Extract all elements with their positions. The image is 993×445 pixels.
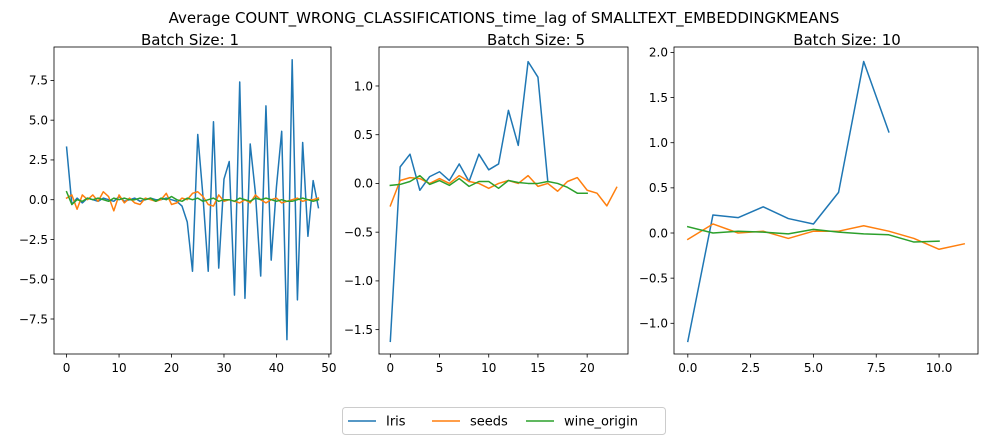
legend: Iris seeds wine_origin: [342, 407, 666, 435]
y-tick-label: 1.0: [649, 136, 668, 150]
x-tick-label: 0: [386, 361, 394, 375]
y-tick-label: 0.0: [354, 177, 373, 191]
series-line-iris: [389, 60, 549, 343]
x-tick-label: 5: [436, 361, 444, 375]
y-tick-label: −2.5: [19, 233, 48, 247]
series-line-wine-origin: [65, 190, 320, 206]
y-tick-label: 0.0: [29, 193, 48, 207]
subplot-title: Batch Size: 5: [487, 31, 585, 49]
subplot-3: Batch Size: 10 0.0 2.5 5.0 7.5 10.0 −1.0 −0.5 0.…: [639, 31, 979, 375]
legend-box: [342, 407, 666, 435]
subplot-1: Batch Size: 1 0 10 20 30 40 50 −7.5 −5.0 −2.5 0.0 2…: [19, 31, 337, 375]
axes-frame: [53, 46, 332, 355]
y-tick-label: 0.5: [649, 181, 668, 195]
y-tick-label: −0.5: [639, 271, 668, 285]
y-tick-label: 0.5: [354, 128, 373, 142]
subplot-title: Batch Size: 1: [141, 31, 239, 49]
x-tick-label: 10.0: [926, 361, 953, 375]
y-tick-label: 7.5: [29, 74, 48, 88]
y-tick-label: 2.5: [29, 153, 48, 167]
y-tick-label: 5.0: [29, 113, 48, 127]
series-line-iris: [686, 60, 890, 343]
series-line-iris: [65, 58, 320, 341]
y-tick-label: −1.0: [639, 317, 668, 331]
legend-entry-wine-origin: wine_origin: [526, 415, 638, 430]
subplot-title: Batch Size: 10: [793, 31, 901, 49]
y-tick-label: 1.5: [649, 91, 668, 105]
x-tick-label: 0: [63, 361, 71, 375]
x-tick-label: 5.0: [804, 361, 823, 375]
x-tick-label: 20: [580, 361, 595, 375]
y-tick-label: −1.0: [344, 274, 373, 288]
x-tick-label: 30: [216, 361, 231, 375]
axes-frame: [673, 46, 979, 355]
legend-label: seeds: [470, 415, 508, 430]
y-tick-label: −7.5: [19, 312, 48, 326]
x-tick-label: 10: [481, 361, 496, 375]
x-tick-label: 10: [111, 361, 126, 375]
x-tick-label: 7.5: [867, 361, 886, 375]
y-tick-label: −1.5: [344, 323, 373, 337]
series-line-wine-origin: [686, 225, 940, 243]
y-tick-label: 1.0: [354, 79, 373, 93]
legend-entry-iris: Iris: [348, 415, 406, 430]
y-tick-label: −0.5: [344, 225, 373, 239]
series-line-wine-origin: [389, 174, 588, 194]
figure-suptitle: Average COUNT_WRONG_CLASSIFICATIONS_time…: [169, 9, 840, 28]
y-tick-label: −5.0: [19, 273, 48, 287]
x-tick-label: 2.5: [741, 361, 760, 375]
legend-label: Iris: [386, 415, 406, 430]
legend-entry-seeds: seeds: [432, 415, 508, 430]
subplot-panels: Batch Size: 10 10 20 30 40 50−7.5−5.0−2.50.02…: [19, 31, 979, 375]
x-tick-label: 40: [269, 361, 284, 375]
legend-label: wine_origin: [564, 415, 638, 430]
y-tick-label: 0.0: [649, 226, 668, 240]
x-tick-label: 0.0: [678, 361, 697, 375]
series-line-seeds: [65, 191, 320, 212]
y-tick-label: 2.0: [649, 46, 668, 60]
x-tick-label: 15: [530, 361, 545, 375]
subplot-2: Batch Size: 5 0 5 10 15 20 −1.5 −1.0 −0.5 0.0 0.5 1…: [344, 31, 629, 375]
series-line-seeds: [686, 223, 966, 251]
x-tick-label: 20: [164, 361, 179, 375]
x-tick-label: 50: [321, 361, 336, 375]
axes-frame: [378, 46, 629, 355]
